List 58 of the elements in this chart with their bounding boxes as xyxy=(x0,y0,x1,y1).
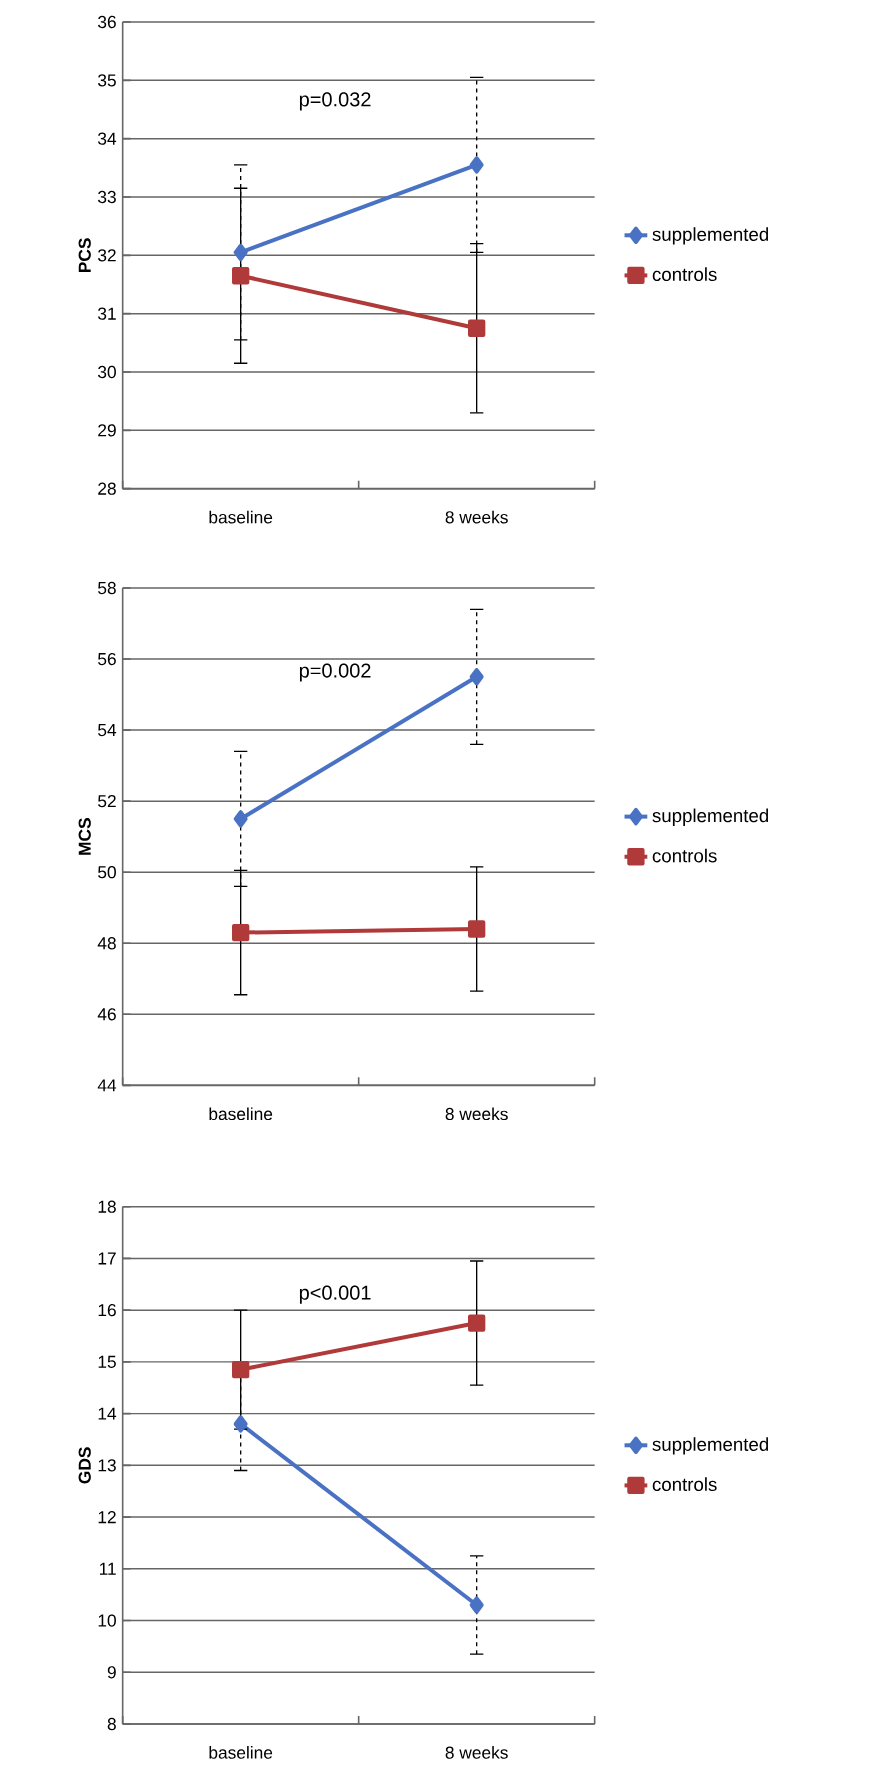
y-tick-label: 17 xyxy=(98,1252,116,1265)
y-tick-label: 44 xyxy=(97,1079,117,1092)
point xyxy=(468,920,486,938)
y-axis-title: PCS xyxy=(78,238,92,273)
point xyxy=(233,810,248,828)
point xyxy=(232,923,250,942)
y-tick-label: 11 xyxy=(100,1562,116,1575)
x-tick-label: 8 weeks xyxy=(445,1746,508,1759)
legend-label: controls xyxy=(652,1477,717,1492)
legend-label: supplemented xyxy=(652,227,769,245)
y-tick-label: 9 xyxy=(107,1666,116,1679)
y-tick-label: 58 xyxy=(98,581,117,595)
annotation: p=0.032 xyxy=(300,92,371,111)
legend-label: supplemented xyxy=(652,1437,769,1455)
point xyxy=(232,1360,250,1379)
y-tick-label: 48 xyxy=(97,937,117,950)
y-tick-label: 34 xyxy=(98,132,117,145)
annotation: p<0.001 xyxy=(300,1285,371,1304)
y-tick-label: 12 xyxy=(98,1511,116,1524)
y-tick-label: 30 xyxy=(98,365,117,379)
y-tick-label: 31 xyxy=(98,307,116,320)
y-tick-label: 16 xyxy=(98,1304,117,1317)
point xyxy=(232,267,250,285)
point xyxy=(468,319,486,337)
legend-label: controls xyxy=(652,267,717,282)
y-tick-label: 54 xyxy=(98,724,117,737)
point xyxy=(469,1596,484,1614)
y-tick-label: 35 xyxy=(98,74,117,87)
y-tick-label: 15 xyxy=(98,1355,117,1368)
y-tick-label: 32 xyxy=(98,249,116,262)
y-tick-label: 56 xyxy=(98,652,117,666)
y-tick-label: 33 xyxy=(98,190,117,204)
y-tick-label: 18 xyxy=(98,1200,117,1213)
y-tick-label: 29 xyxy=(98,424,116,437)
x-tick-label: baseline xyxy=(209,510,273,524)
point xyxy=(468,1314,486,1332)
y-tick-label: 14 xyxy=(98,1407,117,1420)
y-tick-label: 10 xyxy=(98,1614,117,1627)
y-tick-label: 50 xyxy=(98,866,117,879)
legend-label: controls xyxy=(652,848,717,863)
y-tick-label: 13 xyxy=(98,1459,117,1472)
x-tick-label: 8 weeks xyxy=(445,1107,508,1121)
y-axis-title: MCS xyxy=(78,818,92,855)
point xyxy=(233,243,248,262)
y-tick-label: 36 xyxy=(98,15,117,29)
legend-label: supplemented xyxy=(652,808,769,826)
point xyxy=(233,1415,248,1433)
y-axis-title: GDS xyxy=(78,1447,92,1484)
y-tick-label: 46 xyxy=(97,1008,117,1021)
y-tick-label: 8 xyxy=(107,1717,117,1731)
y-tick-label: 28 xyxy=(98,482,117,495)
point xyxy=(469,668,484,686)
point xyxy=(469,156,484,174)
x-tick-label: baseline xyxy=(209,1746,273,1759)
x-tick-label: 8 weeks xyxy=(445,510,508,524)
y-tick-label: 52 xyxy=(98,795,116,808)
annotation: p=0.002 xyxy=(300,663,371,682)
x-tick-label: baseline xyxy=(209,1107,273,1121)
